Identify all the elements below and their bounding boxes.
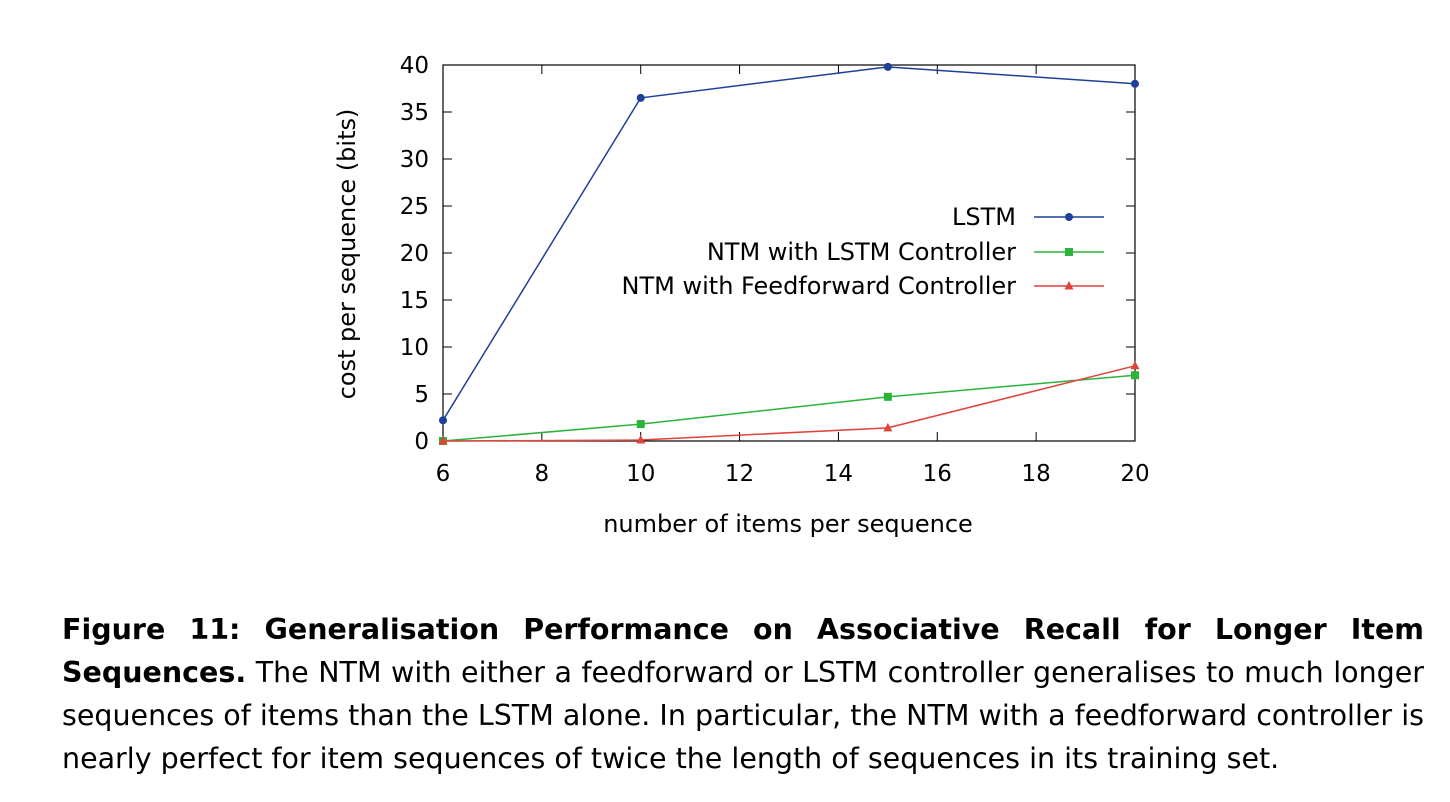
y-tick-label: 35 bbox=[400, 100, 429, 126]
x-tick-label: 12 bbox=[725, 461, 754, 487]
caption-title: Figure 11: Generalisation Performance on… bbox=[62, 613, 1424, 689]
series-line bbox=[442, 365, 1136, 442]
x-tick-label: 14 bbox=[824, 461, 853, 487]
data-point bbox=[636, 420, 645, 429]
line-chart: 6 8 10 12 14 16 18 20 0 5 10 15 20 25 30 35 40 LSTM NTM w… bbox=[333, 53, 1150, 538]
x-tick-label: 10 bbox=[626, 461, 655, 487]
data-point bbox=[636, 435, 646, 444]
x-axis-title: number of items per sequence bbox=[603, 510, 973, 538]
data-point bbox=[883, 392, 892, 401]
y-tick-label: 30 bbox=[400, 147, 429, 173]
y-tick-label: 5 bbox=[414, 382, 429, 408]
series-line bbox=[442, 66, 1136, 421]
x-tick-label: 18 bbox=[1022, 461, 1051, 487]
data-point bbox=[438, 436, 448, 445]
y-axis-title: cost per sequence (bits) bbox=[333, 109, 361, 400]
legend-marker bbox=[1065, 248, 1073, 256]
legend-entry-2: NTM with Feedforward Controller bbox=[622, 272, 1104, 300]
legend-marker bbox=[1065, 213, 1073, 221]
y-tick-label: 40 bbox=[400, 53, 429, 79]
x-tick-label: 6 bbox=[436, 461, 451, 487]
legend: LSTM NTM with LSTM Controller NTM with Fee… bbox=[622, 203, 1104, 300]
x-tick-label: 20 bbox=[1120, 461, 1149, 487]
series-1 bbox=[439, 371, 1139, 445]
chart-container: 6 8 10 12 14 16 18 20 0 5 10 15 20 25 30 35 40 LSTM NTM w… bbox=[333, 53, 1150, 538]
data-point bbox=[1130, 360, 1140, 370]
axes-layer: 6 8 10 12 14 16 18 20 0 5 10 15 20 25 30 35 40 bbox=[400, 53, 1150, 487]
series-line bbox=[442, 374, 1136, 442]
legend-label: NTM with LSTM Controller bbox=[707, 238, 1016, 266]
data-point bbox=[883, 422, 893, 432]
legend-label: LSTM bbox=[952, 203, 1016, 231]
data-point bbox=[636, 93, 645, 102]
figure-caption: Figure 11: Generalisation Performance on… bbox=[62, 608, 1424, 780]
y-tick-label: 25 bbox=[400, 194, 429, 220]
data-point bbox=[1131, 79, 1139, 88]
caption-body: The NTM with either a feedforward or LST… bbox=[62, 656, 1424, 775]
series-2 bbox=[438, 360, 1140, 445]
legend-label: NTM with Feedforward Controller bbox=[622, 272, 1017, 300]
y-tick-label: 15 bbox=[400, 288, 429, 314]
data-point bbox=[439, 416, 447, 425]
legend-marker bbox=[1064, 281, 1074, 290]
y-tick-label: 20 bbox=[400, 241, 429, 267]
y-tick-label: 10 bbox=[400, 335, 429, 361]
series-layer bbox=[438, 62, 1140, 445]
x-tick-label: 8 bbox=[535, 461, 550, 487]
data-point bbox=[883, 62, 892, 71]
series-0 bbox=[439, 62, 1139, 425]
legend-entry-0: LSTM bbox=[952, 203, 1104, 231]
x-tick-label: 16 bbox=[923, 461, 952, 487]
data-point bbox=[1131, 371, 1139, 380]
legend-entry-1: NTM with LSTM Controller bbox=[707, 238, 1104, 266]
y-tick-label: 0 bbox=[414, 429, 429, 455]
